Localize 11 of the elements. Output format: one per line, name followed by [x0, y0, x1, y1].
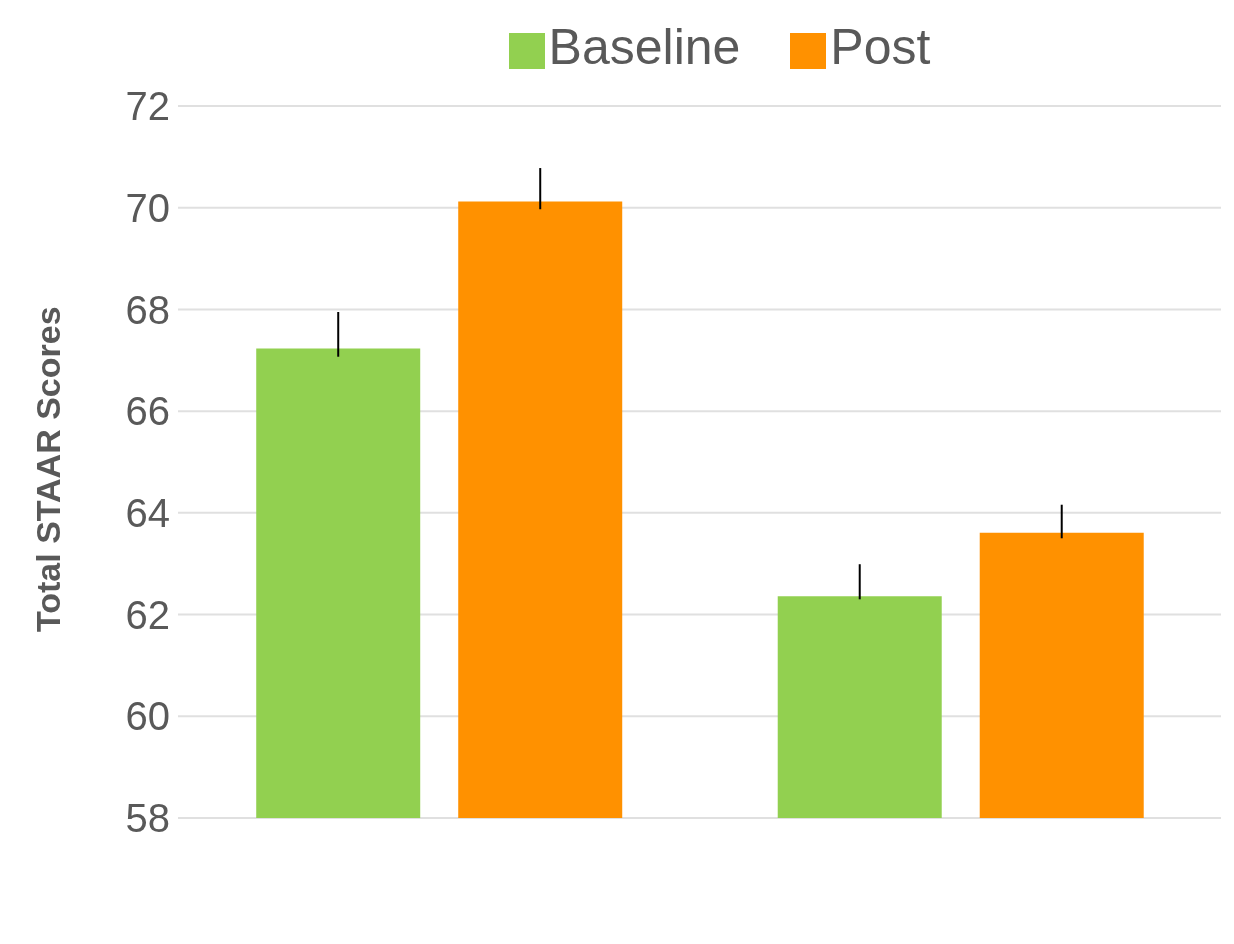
legend-label: Post — [830, 19, 931, 75]
y-tick-label: 58 — [125, 796, 170, 841]
y-tick-label: 70 — [125, 185, 170, 230]
legend-label: Baseline — [548, 19, 741, 75]
y-tick-label: 66 — [125, 389, 170, 434]
y-tick-label: 64 — [125, 491, 170, 536]
y-tick-label: 62 — [125, 592, 170, 637]
y-axis-title: Total STAAR Scores — [29, 306, 68, 632]
y-tick-label: 72 — [125, 84, 170, 129]
y-tick-label: 60 — [125, 694, 170, 739]
y-tick-label: 68 — [125, 287, 170, 332]
